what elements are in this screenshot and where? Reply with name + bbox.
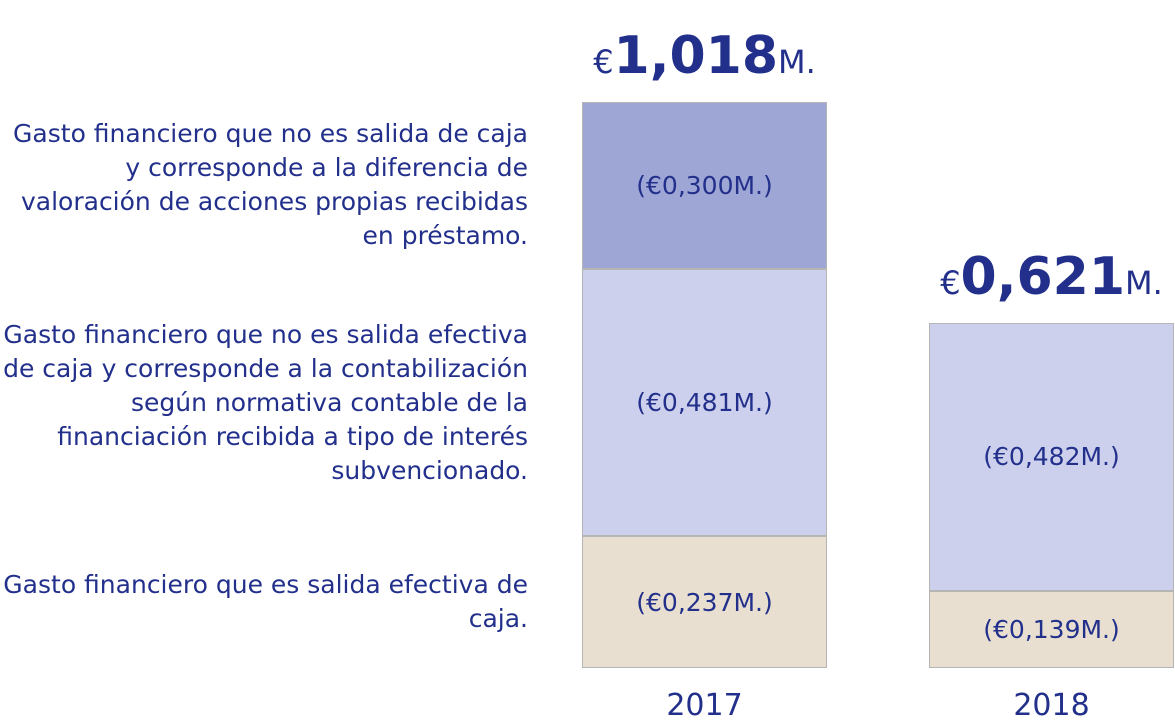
value-label: (€0,300M.) bbox=[636, 170, 773, 200]
x-tick-label: 2018 bbox=[1013, 688, 1090, 723]
value-label: (€0,139M.) bbox=[983, 614, 1120, 644]
total-label: €0,621M. bbox=[940, 246, 1163, 307]
x-tick-label: 2017 bbox=[666, 688, 743, 723]
value-label: (€0,481M.) bbox=[636, 388, 773, 417]
legend-text: Gasto financiero que no es salida efecti… bbox=[3, 319, 528, 485]
value-label: (€0,482M.) bbox=[983, 442, 1120, 472]
bar-segment: (€0,139M.) bbox=[929, 590, 1174, 668]
bar-segment: (€0,482M.) bbox=[929, 322, 1174, 591]
value-label: (€0,237M.) bbox=[636, 587, 773, 617]
legend-text: Gasto financiero que es salida efectiva … bbox=[3, 570, 528, 634]
total-label: €1,018M. bbox=[593, 26, 816, 86]
bar-segment: (€0,481M.) bbox=[582, 268, 827, 537]
bar-segment: (€0,300M.) bbox=[582, 102, 827, 269]
bar-segment: (€0,237M.) bbox=[582, 536, 827, 668]
legend-text: Gasto financiero que no es salida de caj… bbox=[13, 119, 528, 251]
